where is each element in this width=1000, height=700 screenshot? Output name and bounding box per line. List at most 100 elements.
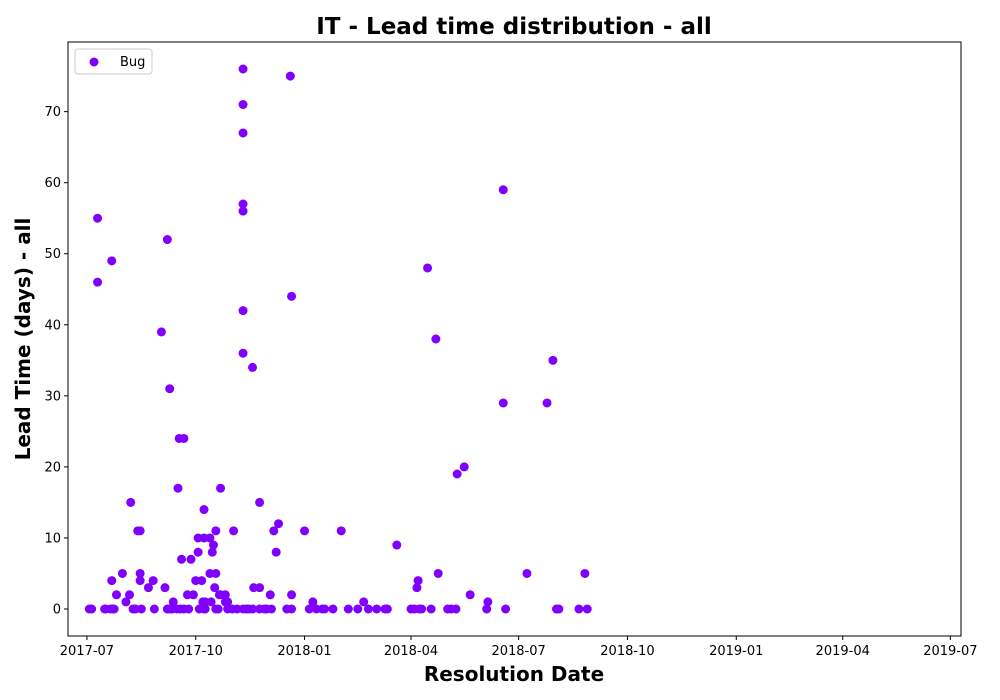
- data-point: [211, 568, 221, 578]
- x-tick-label: 2019-04: [816, 644, 870, 659]
- data-point: [431, 334, 441, 344]
- data-point: [269, 526, 279, 536]
- data-point: [238, 100, 248, 110]
- data-point: [93, 277, 103, 287]
- x-tick-label: 2017-07: [60, 644, 114, 659]
- data-point: [498, 185, 508, 195]
- data-point: [413, 576, 423, 586]
- y-tick-label: 50: [44, 247, 61, 262]
- y-tick-label: 30: [44, 389, 61, 404]
- x-tick-label: 2018-01: [277, 644, 331, 659]
- data-point: [255, 583, 265, 593]
- data-point: [287, 604, 297, 614]
- data-point: [412, 583, 422, 593]
- data-point: [426, 604, 436, 614]
- data-point: [184, 604, 194, 614]
- data-point: [372, 604, 382, 614]
- data-point: [168, 597, 178, 607]
- data-point: [238, 128, 248, 138]
- data-point: [156, 327, 166, 337]
- data-point: [165, 384, 175, 394]
- data-point: [206, 597, 216, 607]
- data-point: [582, 604, 592, 614]
- plot-area: [67, 41, 962, 637]
- data-point: [111, 590, 121, 600]
- data-point: [328, 604, 338, 614]
- data-point: [483, 597, 493, 607]
- data-point: [300, 526, 310, 536]
- data-point: [574, 604, 584, 614]
- data-point: [308, 597, 318, 607]
- data-point: [148, 576, 158, 586]
- data-point: [287, 590, 297, 600]
- data-point: [200, 604, 210, 614]
- data-point: [320, 604, 330, 614]
- data-point: [87, 604, 97, 614]
- y-tick-label: 20: [44, 460, 61, 475]
- data-point: [465, 590, 475, 600]
- data-point: [136, 604, 146, 614]
- data-point: [229, 526, 239, 536]
- data-point: [482, 604, 492, 614]
- x-axis: 2017-07 2017-10 2018-01 2018-04 2018-07 2018-…: [60, 636, 978, 659]
- data-point: [248, 362, 258, 372]
- x-axis-label: Resolution Date: [424, 662, 604, 686]
- data-point: [501, 604, 511, 614]
- data-point: [522, 568, 532, 578]
- data-point: [336, 526, 346, 536]
- data-point: [208, 540, 218, 550]
- data-point: [423, 263, 433, 273]
- data-point: [459, 462, 469, 472]
- data-point: [135, 576, 145, 586]
- data-point: [210, 583, 220, 593]
- data-point: [238, 348, 248, 358]
- data-point: [199, 505, 209, 515]
- data-point: [207, 547, 217, 557]
- data-point: [177, 554, 187, 564]
- data-point: [107, 256, 117, 266]
- data-point: [126, 497, 136, 507]
- data-point: [193, 547, 203, 557]
- data-point: [213, 604, 223, 614]
- data-point: [382, 604, 392, 614]
- data-point: [179, 433, 189, 443]
- x-tick-label: 2018-04: [384, 644, 438, 659]
- y-axis-label: Lead Time (days) - all: [11, 218, 35, 461]
- data-point: [125, 590, 135, 600]
- data-point: [265, 590, 275, 600]
- data-point: [188, 590, 198, 600]
- data-point: [121, 597, 131, 607]
- data-point: [285, 71, 295, 81]
- data-point: [238, 206, 248, 216]
- legend-marker-bug: [89, 57, 99, 67]
- legend: Bug: [74, 48, 153, 75]
- x-tick-label: 2018-07: [491, 644, 545, 659]
- data-point: [554, 604, 564, 614]
- data-point: [216, 483, 226, 493]
- data-point: [363, 604, 373, 614]
- data-point: [238, 64, 248, 74]
- data-point: [452, 469, 462, 479]
- bug-series: [84, 64, 592, 614]
- data-point: [542, 398, 552, 408]
- y-axis: 0 10 20 30 40 50 60 70: [44, 105, 68, 618]
- x-tick-label: 2017-10: [169, 644, 223, 659]
- data-point: [223, 597, 233, 607]
- data-point: [498, 398, 508, 408]
- data-point: [197, 576, 207, 586]
- data-point: [548, 355, 558, 365]
- y-tick-label: 60: [44, 176, 61, 191]
- data-point: [109, 604, 119, 614]
- data-point: [343, 604, 353, 614]
- y-tick-label: 0: [53, 603, 61, 618]
- data-point: [580, 568, 590, 578]
- data-point: [220, 590, 230, 600]
- data-point: [149, 604, 159, 614]
- data-point: [417, 604, 427, 614]
- data-point: [248, 604, 258, 614]
- chart-title: IT - Lead time distribution - all: [316, 14, 712, 40]
- legend-label-bug: Bug: [120, 55, 145, 70]
- data-point: [135, 526, 145, 536]
- data-point: [162, 235, 172, 245]
